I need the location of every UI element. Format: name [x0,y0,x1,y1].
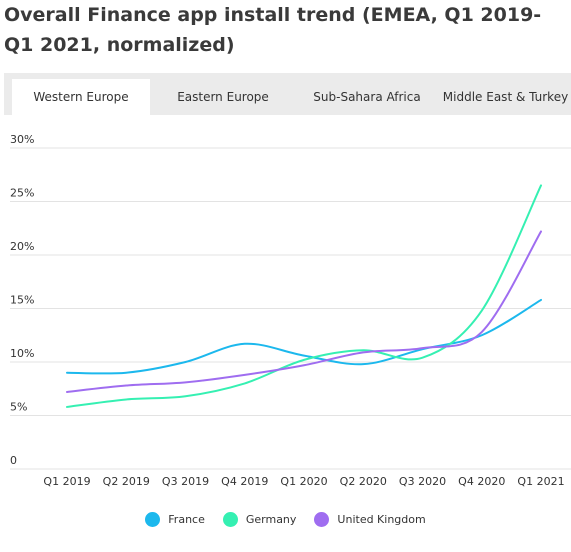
x-tick-label: Q2 2019 [103,475,150,488]
y-tick-label: 15% [10,294,34,307]
y-tick-label: 5% [10,401,27,414]
grid-lines [10,147,571,470]
tab-sub-sahara-africa[interactable]: Sub-Sahara Africa [313,90,421,104]
legend-swatch [145,511,161,527]
legend-label: United Kingdom [337,512,426,526]
page-title: Overall Finance app install trend (EMEA,… [4,4,542,56]
x-tick-label: Q1 2019 [43,475,90,488]
y-tick-label: 20% [10,240,34,253]
x-tick-label: Q3 2020 [399,475,446,488]
tab-eastern-europe[interactable]: Eastern Europe [177,90,269,104]
install-trend-chart: 30% 25% 20% 15% 10% 5% 0 Q1 2019 Q2 2019 Q3 2019… [10,133,571,488]
region-tab-bar: Western Europe Eastern Europe Sub-Sahara… [4,73,571,115]
legend-swatch [222,511,238,527]
legend-label: France [168,512,205,526]
x-tick-label: Q1 2021 [517,475,564,488]
tab-western-europe[interactable]: Western Europe [12,79,150,115]
legend: France Germany United Kingdom [0,508,571,530]
y-tick-label: 0 [10,454,17,467]
x-tick-label: Q4 2019 [221,475,268,488]
series-line-united-kingdom [66,230,542,393]
legend-swatch [314,511,330,527]
x-tick-label: Q4 2020 [458,475,505,488]
series-line-france [66,298,542,375]
series-lines [66,184,542,408]
tab-middle-east-turkey[interactable]: Middle East & Turkey [442,90,569,104]
legend-item-united-kingdom[interactable]: United Kingdom [314,511,426,527]
y-axis-ticks: 30% 25% 20% 15% 10% 5% 0 [10,133,34,467]
series-line-germany [66,184,542,408]
legend-item-france[interactable]: France [145,511,205,527]
legend-item-germany[interactable]: Germany [222,511,297,527]
x-axis-ticks: Q1 2019 Q2 2019 Q3 2019 Q4 2019 Q1 2020 Q2 20… [43,475,564,488]
x-tick-label: Q1 2020 [280,475,327,488]
x-tick-label: Q2 2020 [340,475,387,488]
y-tick-label: 30% [10,133,34,146]
legend-label: Germany [245,512,297,526]
x-tick-label: Q3 2019 [162,475,209,488]
y-tick-label: 10% [10,347,34,360]
y-tick-label: 25% [10,187,34,200]
